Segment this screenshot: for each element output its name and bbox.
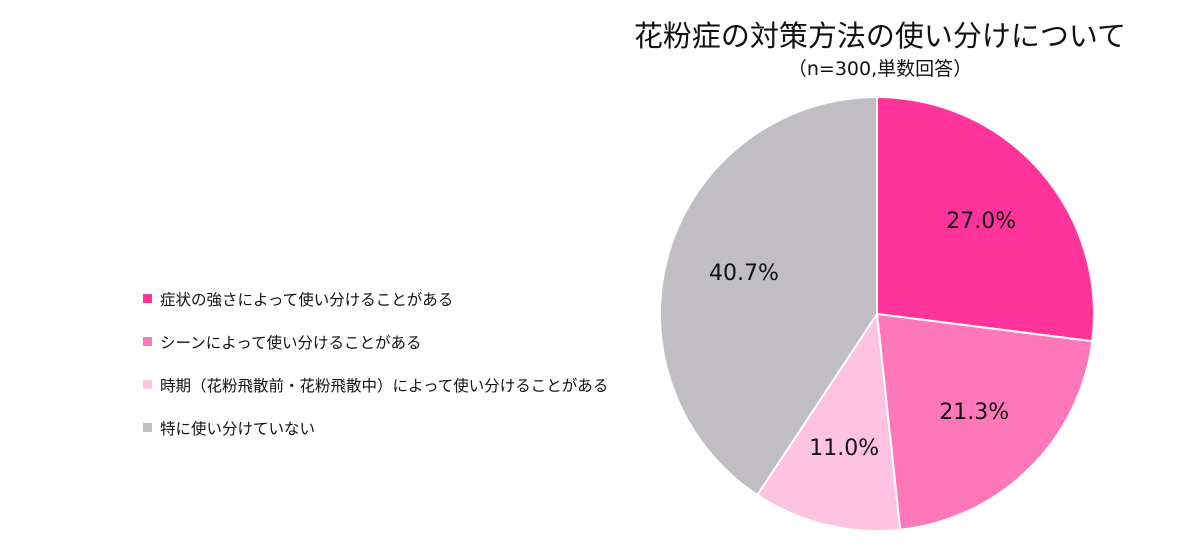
legend-item: 時期（花粉飛散前・花粉飛散中）によって使い分けることがある bbox=[143, 363, 663, 406]
legend-label: 症状の強さによって使い分けることがある bbox=[160, 290, 454, 309]
legend-label: 時期（花粉飛散前・花粉飛散中）によって使い分けることがある bbox=[160, 376, 609, 395]
legend: 症状の強さによって使い分けることがある シーンによって使い分けることがある 時期… bbox=[143, 277, 663, 449]
legend-swatch bbox=[143, 380, 152, 389]
legend-swatch bbox=[143, 294, 152, 303]
legend-item: シーンによって使い分けることがある bbox=[143, 320, 663, 363]
slice-value-label: 11.0% bbox=[809, 436, 879, 461]
legend-swatch bbox=[143, 423, 152, 432]
pie-slice bbox=[755, 311, 902, 532]
legend-label: シーンによって使い分けることがある bbox=[160, 333, 422, 352]
legend-item: 症状の強さによって使い分けることがある bbox=[143, 277, 663, 320]
slice-value-label: 27.0% bbox=[946, 209, 1016, 234]
chart-subtitle: （n=300,単数回答） bbox=[787, 58, 973, 80]
pie-slice bbox=[875, 312, 1094, 531]
legend-item: 特に使い分けていない bbox=[143, 406, 663, 449]
legend-swatch bbox=[143, 337, 152, 346]
slice-value-label: 21.3% bbox=[939, 400, 1009, 425]
pie-slice bbox=[876, 95, 1095, 343]
slice-value-label: 40.7% bbox=[709, 261, 779, 286]
chart-title: 花粉症の対策方法の使い分けについて bbox=[633, 19, 1127, 53]
pie-slice bbox=[659, 95, 878, 497]
legend-label: 特に使い分けていない bbox=[160, 419, 316, 438]
